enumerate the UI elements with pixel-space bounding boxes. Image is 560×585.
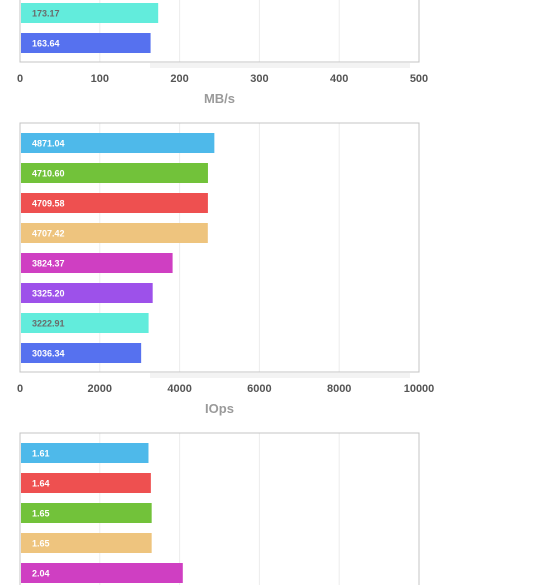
x-tick-label: 0 <box>17 383 23 395</box>
bar-value-label: 1.65 <box>32 539 50 549</box>
bar <box>21 33 151 53</box>
plot-frame <box>19 432 420 585</box>
x-tick-label: 300 <box>250 73 268 85</box>
bar <box>21 473 151 493</box>
bar <box>21 313 149 333</box>
x-tick-label: 2000 <box>88 383 112 395</box>
x-tick-label: 10000 <box>404 383 435 395</box>
x-tick-label: 8000 <box>327 383 351 395</box>
bar <box>21 563 183 583</box>
bar-value-label: 3824.37 <box>32 259 65 269</box>
axis-shadow <box>150 63 410 68</box>
bar <box>21 503 152 523</box>
x-tick-label: 500 <box>410 73 428 85</box>
bar-value-label: 1.65 <box>32 509 50 519</box>
x-tick-label: 100 <box>91 73 109 85</box>
bar-value-label: 3325.20 <box>32 289 65 299</box>
axis-shadow <box>150 373 410 378</box>
bar <box>21 163 208 183</box>
x-axis-label: IOps <box>205 401 234 416</box>
bar-value-label: 4710.60 <box>32 169 65 179</box>
x-tick-label: 0 <box>17 73 23 85</box>
bar-value-label: 163.64 <box>32 39 60 49</box>
bar <box>21 3 159 23</box>
bar-value-label: 4871.04 <box>32 139 65 149</box>
bar-value-label: 2.04 <box>32 569 50 579</box>
bar <box>21 443 149 463</box>
bar <box>21 253 173 273</box>
bar-value-label: 173.17 <box>32 9 60 19</box>
bar <box>21 283 153 303</box>
x-tick-label: 200 <box>170 73 188 85</box>
x-tick-label: 4000 <box>167 383 191 395</box>
x-axis-label: MB/s <box>204 91 235 106</box>
bar-value-label: 1.64 <box>32 479 50 489</box>
bar <box>21 533 152 553</box>
plot-frame <box>19 0 420 63</box>
x-tick-label: 400 <box>330 73 348 85</box>
bar-value-label: 3222.91 <box>32 319 65 329</box>
bar <box>21 223 208 243</box>
bar <box>21 133 215 153</box>
bar <box>21 193 208 213</box>
x-tick-label: 6000 <box>247 383 271 395</box>
bar-value-label: 3036.34 <box>32 349 65 359</box>
bar-value-label: 4709.58 <box>32 199 65 209</box>
bar-value-label: 1.61 <box>32 449 50 459</box>
bar <box>21 343 142 363</box>
bar-value-label: 4707.42 <box>32 229 65 239</box>
plot-frame <box>19 122 420 373</box>
